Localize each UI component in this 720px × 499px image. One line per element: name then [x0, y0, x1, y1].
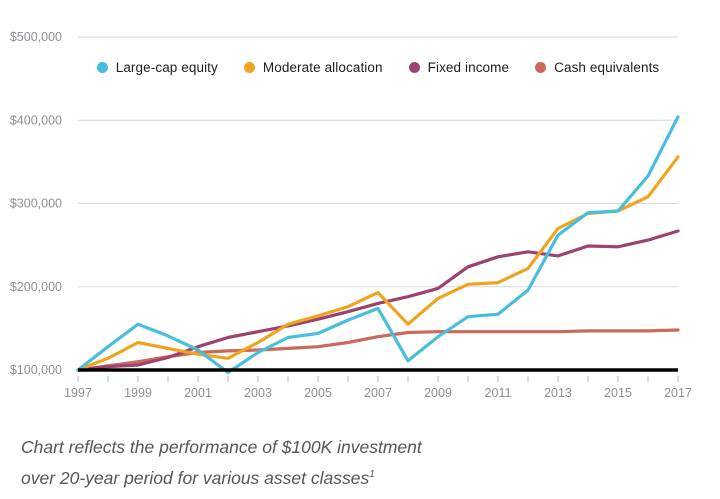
svg-text:1997: 1997 [64, 386, 92, 400]
fixed-income-dot-icon [408, 62, 420, 73]
large-cap-equity-dot-icon [96, 62, 108, 73]
legend-item-fixed-income: Fixed income [408, 60, 510, 75]
svg-text:$100,000: $100,000 [10, 363, 62, 377]
svg-text:2017: 2017 [664, 386, 692, 400]
chart-legend: Large-cap equity Moderate allocation Fix… [78, 60, 678, 75]
caption-line-2: over 20-year period for various asset cl… [21, 467, 375, 488]
svg-text:2007: 2007 [364, 386, 392, 400]
svg-text:$200,000: $200,000 [10, 280, 62, 294]
svg-text:2001: 2001 [184, 386, 212, 400]
caption-line-1: Chart reflects the performance of $100K … [21, 437, 422, 457]
svg-text:$500,000: $500,000 [10, 30, 62, 44]
svg-text:2003: 2003 [244, 386, 272, 400]
svg-text:2015: 2015 [604, 386, 632, 400]
svg-text:$300,000: $300,000 [10, 197, 62, 211]
line-chart: $100,000 $200,000 $300,000 $400,000 $500,000… [10, 30, 692, 400]
svg-text:$400,000: $400,000 [10, 113, 62, 127]
legend-label: Cash equivalents [554, 60, 660, 75]
svg-text:1999: 1999 [124, 386, 152, 400]
svg-text:2013: 2013 [544, 386, 572, 400]
legend-label: Large-cap equity [115, 60, 218, 75]
cash-equivalents-dot-icon [535, 62, 547, 73]
legend-item-moderate-allocation: Moderate allocation [243, 60, 383, 75]
moderate-allocation-dot-icon [243, 62, 255, 73]
legend-item-cash-equivalents: Cash equivalents [535, 60, 659, 75]
legend-label: Fixed income [427, 60, 510, 75]
svg-text:2009: 2009 [424, 386, 452, 400]
chart-caption: Chart reflects the performance of $100K … [21, 433, 681, 492]
footnote-marker: 1 [369, 469, 375, 480]
legend-label: Moderate allocation [262, 60, 383, 75]
legend-item-large-cap-equity: Large-cap equity [96, 60, 218, 75]
svg-text:2005: 2005 [304, 386, 332, 400]
svg-text:2011: 2011 [485, 386, 512, 400]
